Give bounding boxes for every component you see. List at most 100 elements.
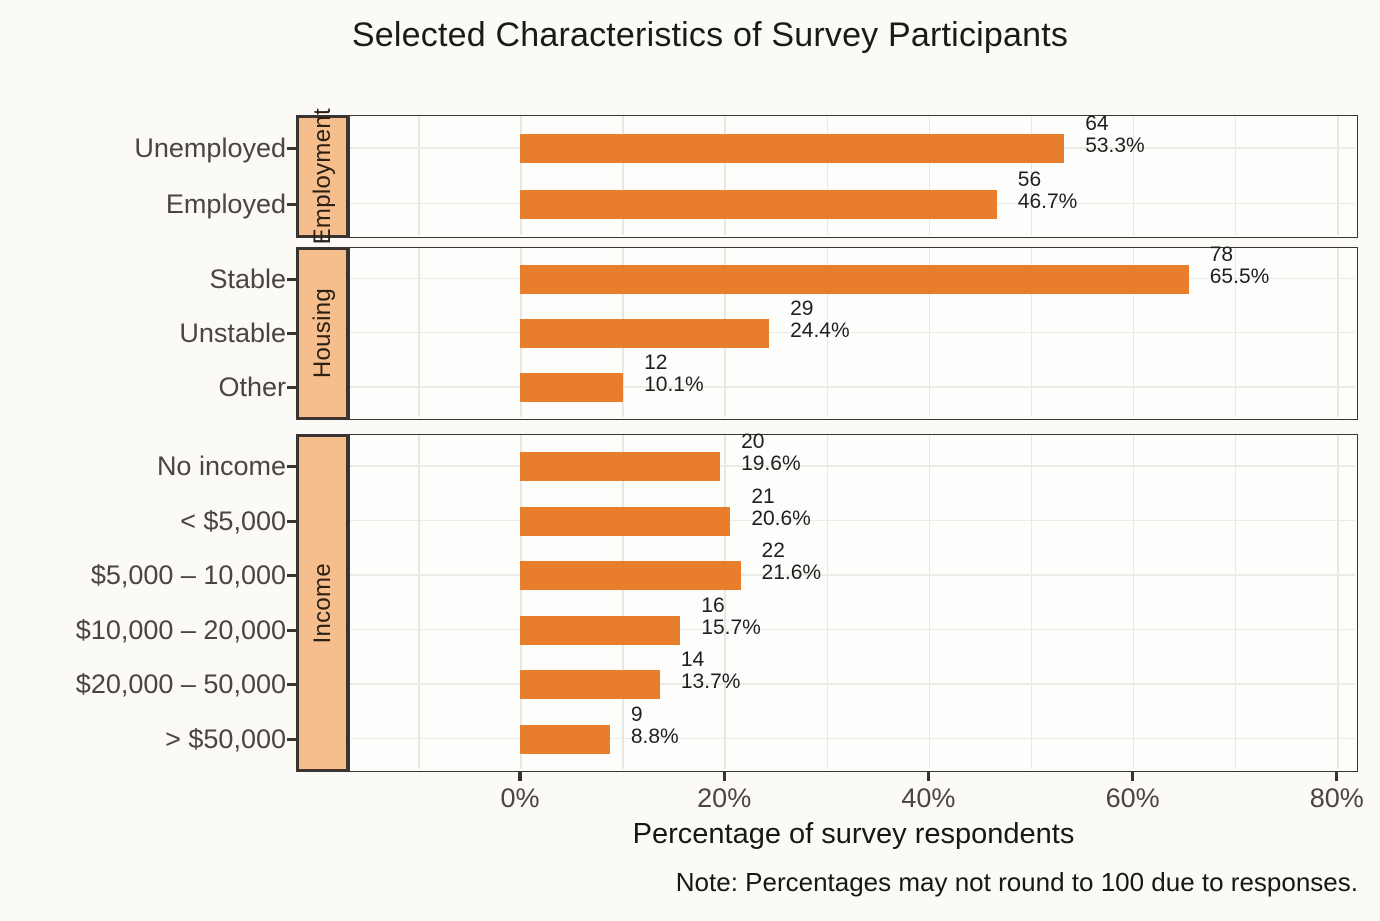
gridline-x-10: [622, 116, 624, 236]
facet-strip-employment: Employment: [296, 108, 349, 245]
y-axis-tick: [287, 683, 298, 687]
gridline-x-80: [1337, 116, 1339, 236]
bar-income-3: [520, 561, 741, 591]
category-label: < $5,000: [180, 505, 286, 536]
y-axis-tick: [287, 465, 298, 469]
bar-percent: 53.3%: [1085, 134, 1145, 158]
gridline-x-70: [1234, 116, 1237, 236]
bar-value-label: 16 15.7%: [701, 593, 761, 639]
bar-percent: 21.6%: [761, 561, 822, 585]
x-axis-tick-0: [518, 772, 522, 781]
facet-panel-income: [349, 434, 1358, 772]
gridline-y: [350, 385, 1356, 388]
x-axis-tick-label-80: 80%: [1309, 783, 1364, 813]
gridline-x-20: [724, 116, 726, 236]
gridline-x-40: [928, 435, 931, 770]
bar-percent: 65.5%: [1209, 264, 1270, 288]
bar-count: 64: [1085, 112, 1109, 136]
facet-strip-label: Income: [308, 562, 336, 644]
bar-percent: 19.6%: [741, 452, 801, 476]
bar-employment-1: [520, 134, 1065, 164]
gridline-x--10: [418, 116, 420, 236]
bar-value-label: 9 8.8%: [631, 703, 679, 748]
x-axis-tick-label-60: 60%: [1105, 783, 1160, 813]
bar-count: 56: [1017, 167, 1042, 191]
footnote: Note: Percentages may not round to 100 d…: [675, 867, 1358, 897]
gridline-y: [350, 737, 1356, 740]
gridline-x-0: [520, 435, 522, 770]
category-label: $5,000 – 10,000: [90, 560, 286, 591]
gridline-x-30: [826, 116, 829, 236]
category-label: $10,000 – 20,000: [75, 614, 286, 645]
bar-count: 12: [644, 351, 668, 375]
y-axis-tick: [287, 277, 298, 282]
x-axis-tick-label-0: 0%: [500, 783, 540, 813]
gridline-y: [350, 574, 1356, 576]
bar-count: 78: [1209, 242, 1234, 266]
bar-count: 21: [751, 484, 775, 508]
bar-value-label: 78 65.5%: [1209, 242, 1270, 288]
y-axis-tick: [287, 202, 298, 207]
category-label: No income: [156, 451, 286, 482]
y-axis-tick: [287, 737, 298, 741]
gridline-x-70: [1234, 435, 1237, 770]
bar-income-4: [520, 615, 681, 645]
bar-percent: 20.6%: [751, 506, 811, 530]
x-axis-tick-20: [722, 772, 726, 781]
bar-value-label: 12 10.1%: [644, 352, 704, 396]
gridline-x-60: [1132, 435, 1135, 770]
facet-strip-label: Housing: [308, 288, 336, 379]
gridline-x--10: [418, 435, 420, 770]
gridline-y: [350, 683, 1356, 685]
gridline-x-20: [724, 435, 726, 770]
bar-value-label: 14 13.7%: [681, 649, 741, 693]
bar-value-label: 22 21.6%: [762, 540, 822, 584]
category-label: > $50,000: [165, 723, 286, 754]
facet-strip-housing: Housing: [296, 247, 349, 420]
bar-count: 22: [761, 539, 785, 563]
bar-percent: 15.7%: [701, 615, 761, 639]
x-axis-tick-60: [1131, 772, 1135, 781]
facet-strip-label: Employment: [308, 108, 336, 245]
category-label: Unstable: [179, 318, 286, 348]
x-axis-tick-label-20: 20%: [697, 783, 752, 813]
bar-value-label: 64 53.3%: [1085, 113, 1145, 157]
x-axis-tick-label-40: 40%: [901, 783, 956, 813]
bar-count: 20: [741, 430, 765, 454]
bar-income-6: [520, 724, 610, 754]
chart-title: Selected Characteristics of Survey Parti…: [351, 16, 1069, 54]
bar-count: 14: [680, 648, 705, 672]
y-axis-tick: [287, 628, 298, 632]
gridline-x-60: [1132, 116, 1135, 236]
category-label: Stable: [209, 263, 286, 294]
y-axis-tick: [287, 574, 298, 578]
bar-percent: 46.7%: [1017, 189, 1078, 213]
gridline-y: [350, 628, 1356, 631]
bar-count: 16: [701, 593, 725, 617]
bar-percent: 24.4%: [790, 319, 850, 342]
category-label: Unemployed: [134, 133, 286, 164]
bar-income-5: [520, 670, 660, 700]
gridline-y: [350, 331, 1356, 334]
y-axis-tick: [287, 519, 298, 523]
bar-housing-1: [520, 264, 1189, 294]
bar-percent: 13.7%: [680, 670, 741, 694]
bar-value-label: 21 20.6%: [751, 484, 811, 530]
bar-employment-2: [520, 189, 997, 219]
category-label: Other: [218, 372, 286, 403]
gridline-x-40: [928, 116, 931, 236]
bar-value-label: 29 24.4%: [790, 298, 850, 342]
x-axis-tick-40: [926, 772, 930, 781]
gridline-x-50: [1030, 435, 1033, 770]
bar-value-label: 56 46.7%: [1017, 167, 1078, 213]
y-axis-tick: [287, 331, 298, 336]
bar-income-2: [520, 506, 731, 536]
y-axis-tick: [287, 146, 298, 151]
bar-housing-2: [520, 319, 770, 348]
bar-income-1: [520, 452, 721, 482]
gridline-x-80: [1337, 435, 1339, 770]
gridline-x-10: [622, 435, 624, 770]
bar-housing-3: [520, 373, 624, 403]
x-axis-title: Percentage of survey respondents: [632, 818, 1075, 850]
gridline-y: [350, 465, 1356, 467]
